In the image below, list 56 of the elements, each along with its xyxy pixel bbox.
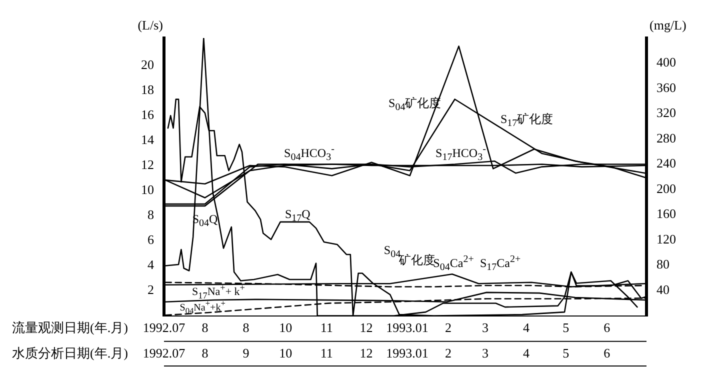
- x2-tick-label: 3: [482, 346, 488, 361]
- y-tick-label: 6: [148, 232, 154, 248]
- x-tick-label: 6: [604, 320, 611, 336]
- annotation: S$_{04}$: [384, 243, 401, 261]
- x-tick-label: 1993.01: [386, 320, 428, 336]
- x-tick-label: 5: [562, 320, 570, 336]
- y-tick-label: 8: [148, 207, 154, 222]
- x-tick-label: 11: [320, 320, 333, 336]
- annotation: 矿化度: [398, 253, 435, 268]
- y2-tick-label: 400: [656, 54, 676, 70]
- y-tick-label: 2: [148, 282, 154, 298]
- x2-axis-title: 水质分析日期(年.月): [12, 346, 128, 361]
- annotation: S$_{17}$Q: [284, 206, 310, 224]
- annotation: S$_{04}$Ca$^{2+}$: [433, 254, 474, 274]
- x2-tick-label: 10: [279, 346, 292, 361]
- annotation: S$_{17}$Na$^{+}$+ k$^{+}$: [192, 282, 245, 301]
- y2-tick-label: 200: [656, 180, 676, 196]
- y2-tick-label: 280: [656, 130, 676, 146]
- annotation: S$_{04}$Na$^{+}$+k$^{+}$: [180, 298, 226, 316]
- x-tick-label: 3: [482, 320, 488, 336]
- y-tick-label: 10: [141, 182, 154, 198]
- x2-tick-label: 8: [202, 346, 208, 361]
- x2-tick-label: 9: [242, 346, 250, 361]
- x-tick-label: 8: [242, 320, 250, 336]
- y-tick-label: 16: [141, 107, 154, 122]
- y2-tick-label: 120: [656, 231, 676, 246]
- x2-tick-label: 12: [360, 346, 373, 361]
- y-tick-label: 14: [141, 132, 154, 148]
- y-tick-label: 20: [141, 56, 154, 72]
- x-tick-label: 10: [279, 320, 292, 336]
- y-tick-label: 18: [141, 82, 154, 97]
- x-axis-title: 流量观测日期(年.月): [12, 320, 128, 336]
- x-tick-label: 4: [522, 320, 530, 336]
- x2-tick-label: 4: [522, 346, 530, 361]
- y-tick-label: 12: [141, 157, 154, 172]
- x-tick-label: 2: [444, 320, 452, 336]
- x2-tick-label: 2: [444, 346, 452, 361]
- y2-tick-label: 160: [656, 206, 676, 222]
- y2-tick-label: 320: [656, 105, 676, 120]
- y-tick-label: 4: [148, 257, 154, 272]
- y2-tick-label: 40: [656, 282, 670, 297]
- y-axis-title: (L/s): [138, 17, 163, 32]
- annotation: S$_{17}$矿化度: [500, 111, 554, 129]
- y2-axis-title: (mg/L): [650, 17, 686, 32]
- y2-tick-label: 240: [656, 156, 676, 171]
- x2-tick-label: 1992.07: [142, 346, 186, 361]
- x-tick-label: 8: [202, 320, 208, 336]
- x2-tick-label: 6: [604, 346, 611, 361]
- y2-tick-label: 80: [656, 256, 670, 272]
- x2-tick-label: 1993.01: [386, 346, 428, 361]
- x2-tick-label: 5: [562, 346, 570, 361]
- x2-tick-label: 11: [320, 346, 333, 361]
- y2-tick-label: 360: [656, 80, 676, 95]
- x-tick-label: 1992.07: [142, 320, 186, 336]
- x-tick-label: 12: [360, 320, 373, 336]
- annotation: S$_{17}$Ca$^{2+}$: [480, 254, 521, 274]
